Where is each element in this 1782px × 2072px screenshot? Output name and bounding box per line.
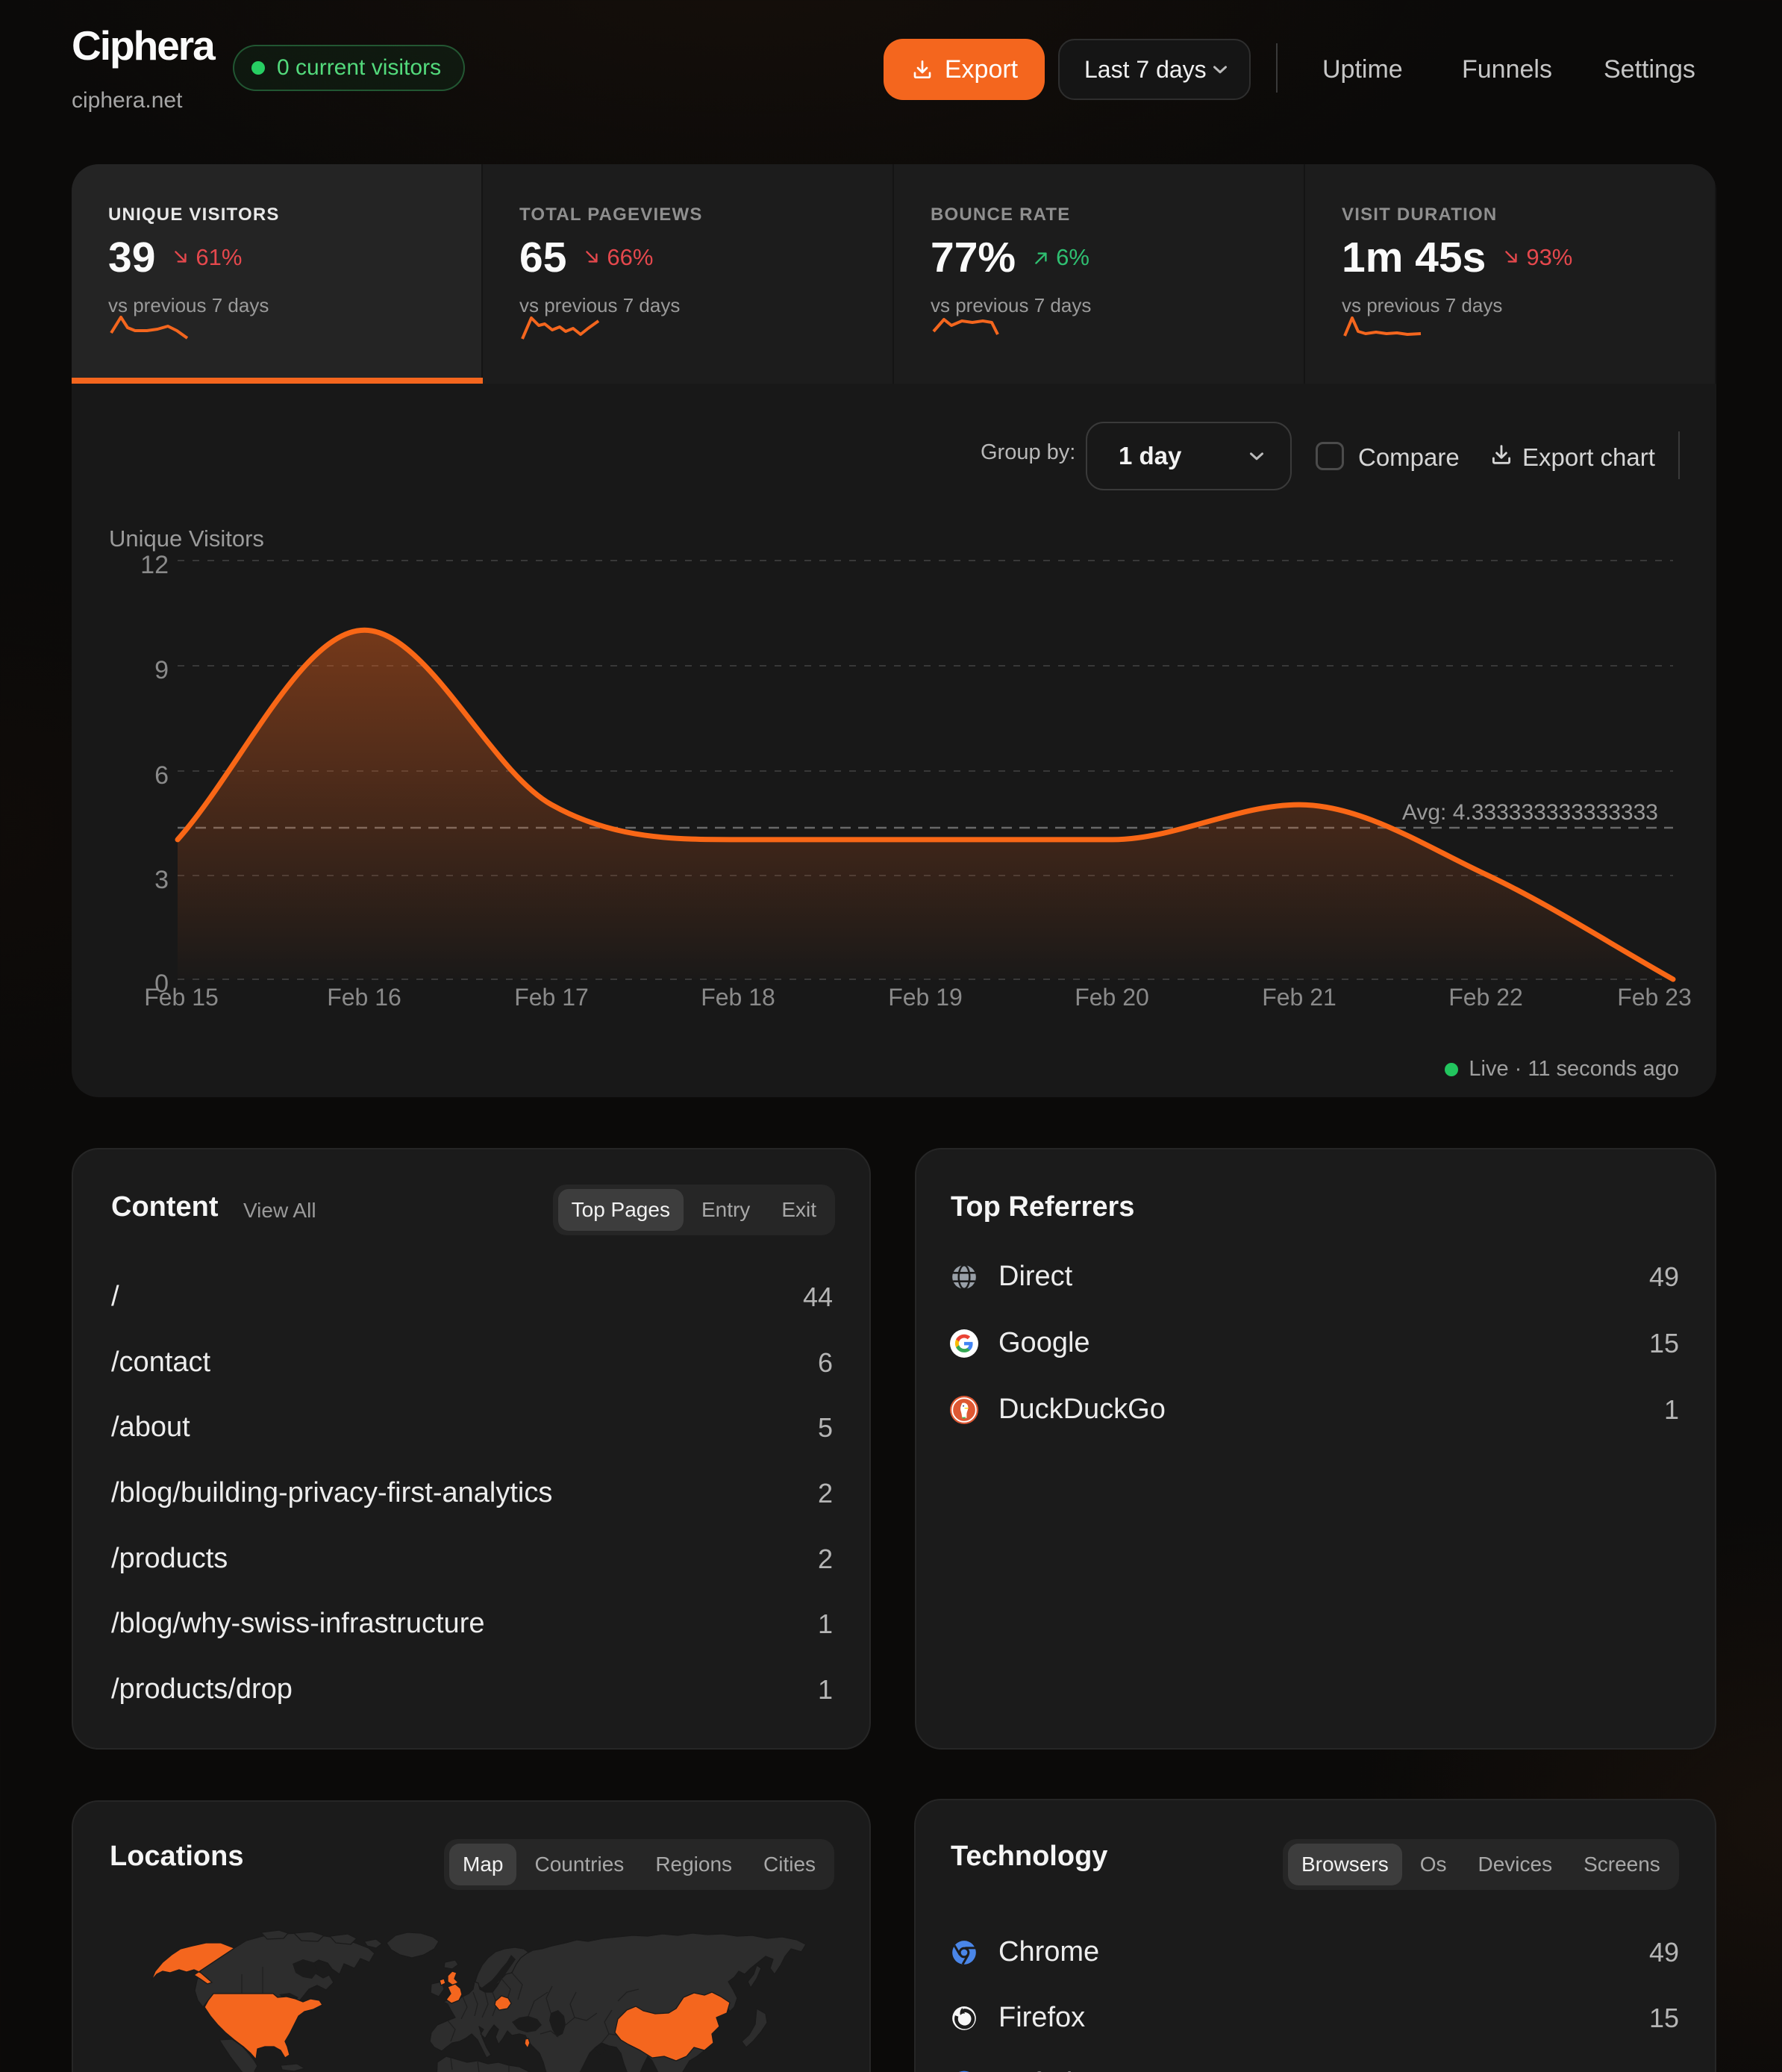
svg-text:Feb 20: Feb 20 <box>1075 984 1149 1011</box>
svg-text:Feb 22: Feb 22 <box>1448 984 1523 1011</box>
svg-text:12: 12 <box>140 551 169 579</box>
svg-text:Feb 19: Feb 19 <box>888 984 963 1011</box>
svg-text:Feb 18: Feb 18 <box>701 984 775 1011</box>
svg-text:9: 9 <box>154 656 169 684</box>
svg-text:3: 3 <box>154 866 169 894</box>
svg-text:Feb 21: Feb 21 <box>1262 984 1336 1011</box>
svg-text:6: 6 <box>154 761 169 790</box>
svg-text:0: 0 <box>154 970 169 998</box>
svg-text:Avg: 4.333333333333333: Avg: 4.333333333333333 <box>1402 800 1658 825</box>
svg-text:Feb 23: Feb 23 <box>1617 984 1692 1011</box>
svg-text:Feb 16: Feb 16 <box>327 984 401 1011</box>
svg-text:Feb 17: Feb 17 <box>514 984 589 1011</box>
svg-text:Feb 15: Feb 15 <box>144 984 219 1011</box>
